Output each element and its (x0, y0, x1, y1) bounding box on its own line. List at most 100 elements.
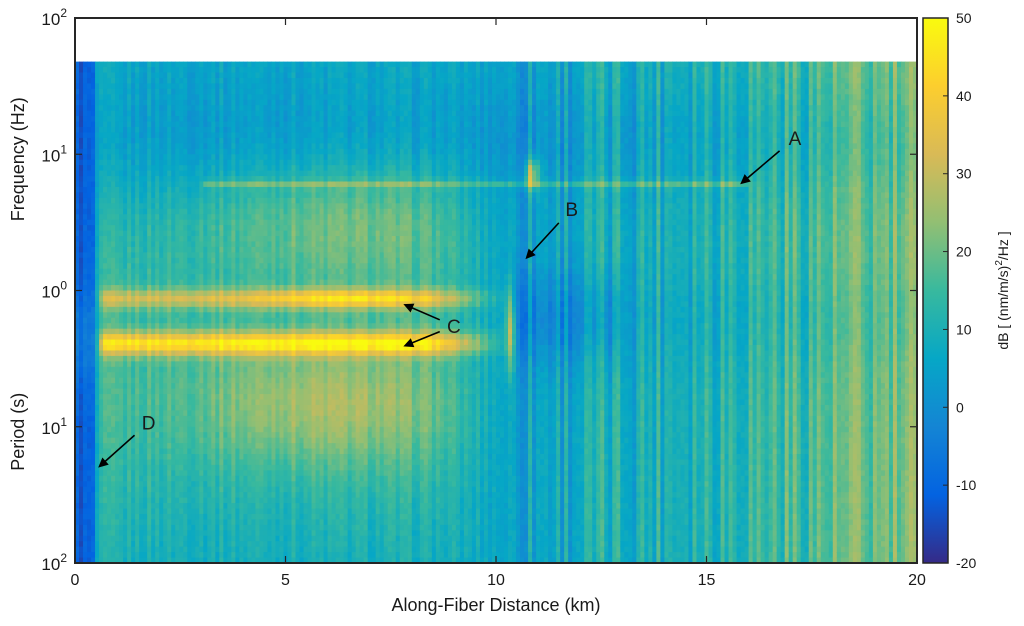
heatmap-cell (91, 148, 96, 155)
heatmap-cell (123, 394, 128, 401)
heatmap-cell (219, 176, 224, 183)
heatmap-cell (235, 503, 240, 510)
heatmap-cell (95, 154, 100, 161)
heatmap-cell (151, 285, 156, 292)
heatmap-cell (191, 355, 196, 362)
heatmap-cell (103, 513, 108, 520)
heatmap-cell (99, 263, 104, 270)
heatmap-cell (191, 236, 196, 243)
heatmap-cell (135, 219, 140, 226)
heatmap-cell (283, 214, 289, 221)
heatmap-cell (167, 77, 172, 84)
heatmap-cell (207, 83, 212, 90)
heatmap-cell (275, 203, 281, 210)
heatmap-cell (167, 535, 172, 542)
heatmap-cell (87, 274, 92, 281)
heatmap-cell (263, 399, 269, 406)
heatmap-cell (227, 513, 232, 520)
heatmap-cell (147, 492, 152, 499)
heatmap-cell (255, 263, 261, 270)
heatmap-cell (239, 557, 244, 563)
heatmap-cell (147, 159, 152, 166)
heatmap-cell (103, 105, 108, 112)
heatmap-cell (223, 334, 228, 341)
heatmap-cell (231, 154, 236, 161)
heatmap-cell (291, 61, 297, 68)
heatmap-cell (115, 459, 120, 466)
heatmap-cell (119, 61, 124, 68)
heatmap-cell (119, 94, 124, 101)
heatmap-cell (235, 214, 240, 221)
heatmap-cell (119, 426, 124, 433)
heatmap-cell (271, 170, 277, 177)
heatmap-cell (271, 154, 277, 161)
heatmap-cell (135, 127, 140, 134)
heatmap-cell (139, 541, 144, 548)
heatmap-cell (191, 225, 196, 232)
heatmap-cell (91, 105, 96, 112)
heatmap-cell (127, 132, 132, 139)
heatmap-cell (155, 470, 160, 477)
heatmap-cell (211, 383, 216, 390)
heatmap-cell (191, 328, 196, 335)
heatmap-cell (75, 67, 80, 74)
heatmap-cell (91, 127, 96, 134)
heatmap-cell (291, 137, 297, 144)
heatmap-cell (107, 110, 112, 117)
heatmap-cell (287, 285, 293, 292)
heatmap-cell (287, 437, 293, 444)
heatmap-cell (191, 186, 196, 193)
heatmap-cell (99, 132, 104, 139)
heatmap-cell (255, 377, 261, 384)
heatmap-cell (231, 383, 236, 390)
heatmap-cell (279, 350, 285, 357)
heatmap-cell (275, 132, 281, 139)
heatmap-cell (163, 481, 168, 488)
heatmap-cell (243, 492, 249, 499)
heatmap-cell (139, 295, 144, 302)
heatmap-cell (131, 383, 136, 390)
heatmap-cell (203, 328, 208, 335)
heatmap-cell (223, 421, 228, 428)
heatmap-cell (103, 143, 108, 150)
heatmap-cell (91, 415, 96, 422)
heatmap-cell (79, 176, 84, 183)
heatmap-cell (147, 486, 152, 493)
heatmap-cell (223, 426, 228, 433)
heatmap-cell (191, 394, 196, 401)
heatmap-cell (115, 437, 120, 444)
heatmap-cell (223, 241, 228, 248)
heatmap-cell (131, 355, 136, 362)
heatmap-cell (87, 72, 92, 79)
heatmap-cell (163, 165, 168, 172)
heatmap-cell (215, 355, 220, 362)
heatmap-cell (183, 159, 188, 166)
heatmap-cell (231, 105, 236, 112)
heatmap-cell (159, 246, 164, 253)
heatmap-cell (127, 355, 132, 362)
heatmap-cell (111, 519, 116, 526)
heatmap-cell (123, 176, 128, 183)
heatmap-cell (203, 295, 208, 302)
heatmap-cell (123, 219, 128, 226)
heatmap-cell (179, 186, 184, 193)
heatmap-cell (127, 295, 132, 302)
heatmap-cell (263, 170, 269, 177)
heatmap-cell (151, 61, 156, 68)
heatmap-cell (275, 121, 281, 128)
heatmap-cell (163, 197, 168, 204)
heatmap-cell (231, 143, 236, 150)
heatmap-cell (187, 148, 192, 155)
heatmap-cell (139, 448, 144, 455)
heatmap-cell (135, 486, 140, 493)
heatmap-cell (167, 426, 172, 433)
heatmap-cell (123, 334, 128, 341)
heatmap-cell (219, 454, 224, 461)
heatmap-cell (175, 72, 180, 79)
heatmap-cell (227, 176, 232, 183)
heatmap-cell (231, 274, 236, 281)
heatmap-cell (227, 383, 232, 390)
heatmap-cell (239, 72, 244, 79)
heatmap-cell (247, 110, 253, 117)
heatmap-cell (135, 263, 140, 270)
